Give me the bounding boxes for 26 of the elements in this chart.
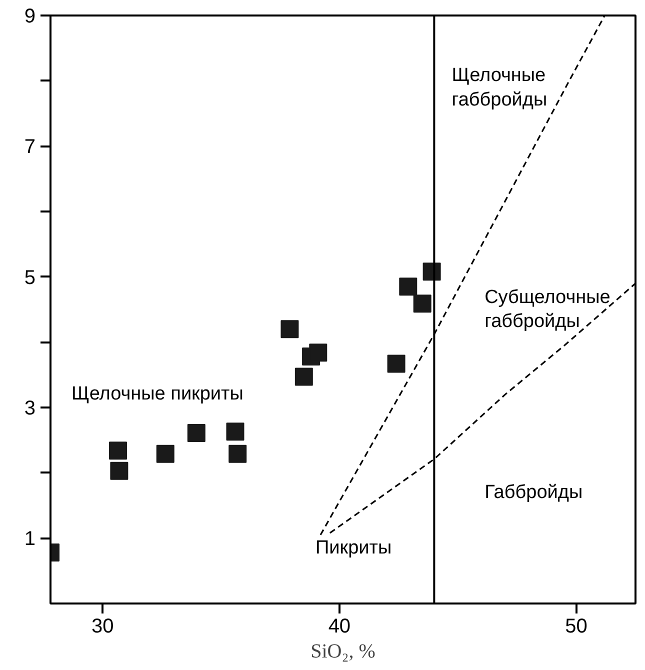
- x-tick-label: 50: [565, 616, 588, 638]
- y-tick-label: 5: [24, 266, 36, 289]
- y-tick-label: 9: [24, 6, 36, 28]
- x-tick-label: 30: [91, 616, 114, 638]
- x-tick-label: 40: [328, 616, 351, 638]
- point: [280, 320, 299, 338]
- y-tick-label: 7: [24, 136, 36, 158]
- y-tick-label: 1: [24, 528, 36, 550]
- point: [387, 354, 406, 373]
- point: [228, 444, 247, 463]
- point: [187, 424, 206, 442]
- point: [110, 462, 128, 480]
- point: [294, 368, 313, 386]
- annotation: Щелочные пикриты: [72, 384, 244, 405]
- point: [156, 444, 174, 463]
- annotation: Габбройды: [484, 482, 583, 503]
- point: [309, 344, 328, 362]
- annotation: Щелочные габбройды: [452, 65, 548, 110]
- point: [399, 278, 418, 296]
- annotation: Пикриты: [316, 538, 392, 559]
- point: [109, 442, 127, 460]
- annotation: Субщелочные габбройды: [484, 286, 610, 332]
- y-tick-label: 3: [24, 398, 36, 420]
- point: [226, 422, 244, 441]
- x-axis-title: SiO₂, %: [310, 640, 376, 662]
- point: [413, 294, 432, 313]
